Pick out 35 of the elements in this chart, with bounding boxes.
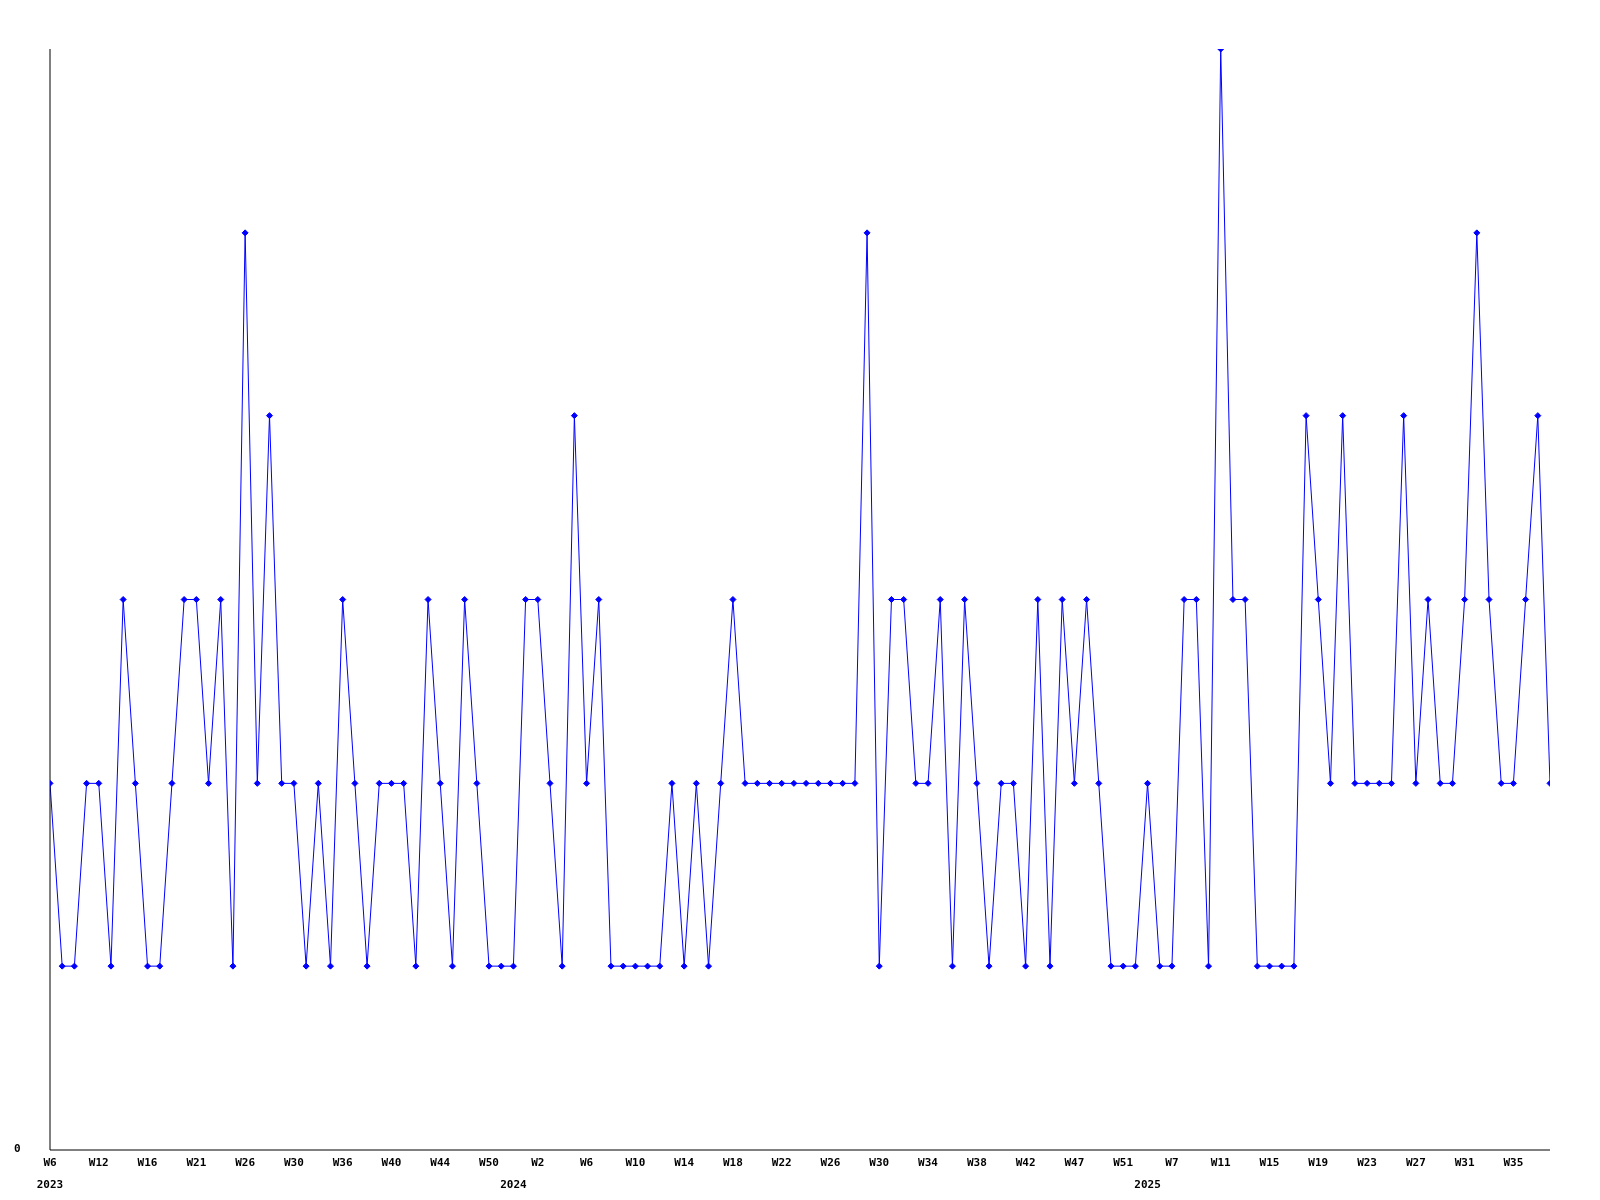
- text: 2025: [1134, 1177, 1161, 1191]
- x-tick-label: W27: [1405, 1155, 1426, 1169]
- x-tick-label: W26: [820, 1155, 841, 1169]
- x-tick-label: W18: [722, 1155, 743, 1169]
- x-tick-label: W42: [1015, 1155, 1036, 1169]
- x-tick-label: W23: [1357, 1155, 1378, 1169]
- text: 0: [14, 1142, 21, 1156]
- x-tick-label: W30: [869, 1155, 890, 1169]
- text: 2024: [500, 1177, 528, 1191]
- x-tick-label: W51: [1113, 1155, 1134, 1169]
- x-tick-label: W10: [625, 1155, 646, 1169]
- x-tick-label: W21: [186, 1155, 207, 1169]
- x-tick-label: W30: [283, 1155, 304, 1169]
- x-tick-label: W36: [332, 1155, 353, 1169]
- x-tick-label: W22: [771, 1155, 792, 1169]
- x-tick-label: W26: [235, 1155, 256, 1169]
- x-tick-label: W50: [479, 1155, 499, 1169]
- text: 2023: [36, 1177, 64, 1191]
- x-tick-label: W34: [918, 1155, 939, 1169]
- x-tick-label: W40: [381, 1155, 402, 1169]
- x-tick-label: W38: [966, 1155, 987, 1169]
- x-tick-label: W6: [43, 1155, 57, 1169]
- x-tick-label: W2: [531, 1155, 545, 1169]
- x-tick-label: W6: [579, 1155, 594, 1169]
- x-tick-label: W31: [1454, 1155, 1475, 1169]
- x-tick-label: W7: [1165, 1155, 1179, 1169]
- x-tick-label: W11: [1210, 1155, 1232, 1169]
- x-tick-label: W15: [1259, 1155, 1280, 1169]
- x-tick-label: W14: [674, 1155, 695, 1169]
- x-tick-label: W19: [1308, 1155, 1329, 1169]
- x-tick-label: W47: [1064, 1155, 1085, 1169]
- x-tick-label: W16: [137, 1155, 158, 1169]
- x-tick-label: W44: [430, 1155, 451, 1169]
- x-tick-label: W12: [88, 1155, 109, 1169]
- x-tick-label: W35: [1503, 1155, 1524, 1169]
